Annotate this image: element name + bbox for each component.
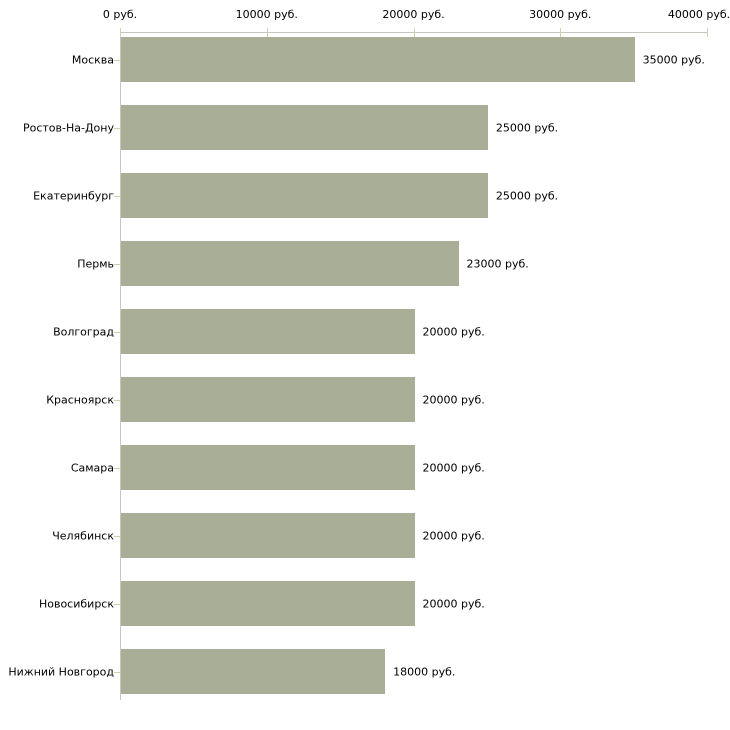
y-axis-tick [114,331,120,333]
y-axis-tick [114,263,120,265]
value-label: 20000 руб. [422,597,485,610]
category-label: Пермь [77,257,114,270]
bar [121,445,415,490]
value-label: 25000 руб. [495,121,559,134]
value-label: 20000 руб. [422,529,485,542]
y-axis-tick [114,399,120,401]
y-axis-tick [114,127,120,129]
value-label: 20000 руб. [422,461,485,474]
y-axis-tick [114,59,120,61]
category-label: Ростов-На-Дону [22,121,114,134]
x-axis-tick [120,28,121,37]
bar [121,649,386,694]
bar [121,37,635,82]
y-axis-tick [114,195,120,197]
value-label: 23000 руб. [466,257,529,270]
x-axis-tick-label: 0 руб. [102,8,138,21]
x-axis-tick-label: 40000 руб. [667,8,730,21]
y-axis-tick [114,467,120,469]
y-axis-tick [114,603,120,605]
x-axis-tick [560,28,562,37]
category-label: Новосибирск [38,597,114,610]
x-axis-tick [707,28,708,37]
bar [121,513,415,558]
bar [121,105,488,150]
bar [121,173,488,218]
x-axis-tick-label: 20000 руб. [382,8,445,21]
plot-area: 0 руб. 10000 руб. 20000 руб. 30000 руб. 4000… [8,8,730,700]
category-label: Волгоград [53,325,114,338]
category-label: Москва [71,53,114,66]
x-axis-tick [266,28,268,37]
bar [121,241,459,286]
y-axis-tick [114,671,120,673]
y-axis-line [120,32,121,700]
value-label: 18000 руб. [393,665,456,678]
value-label: 20000 руб. [422,325,485,338]
x-axis-tick-label: 10000 руб. [235,8,298,21]
x-axis-tick-label: 30000 руб. [529,8,592,21]
value-label: 20000 руб. [422,393,485,406]
bar [121,377,415,422]
category-label: Красноярск [46,393,114,406]
y-axis-tick [114,535,120,537]
x-axis-tick [413,28,415,37]
category-label: Екатеринбург [33,189,114,202]
category-label: Самара [70,461,114,474]
value-label: 35000 руб. [642,53,705,66]
category-label: Челябинск [52,529,114,542]
value-label: 25000 руб. [495,189,559,202]
category-label: Нижний Новгород [8,665,114,678]
bar [121,581,415,626]
bar [121,309,415,354]
